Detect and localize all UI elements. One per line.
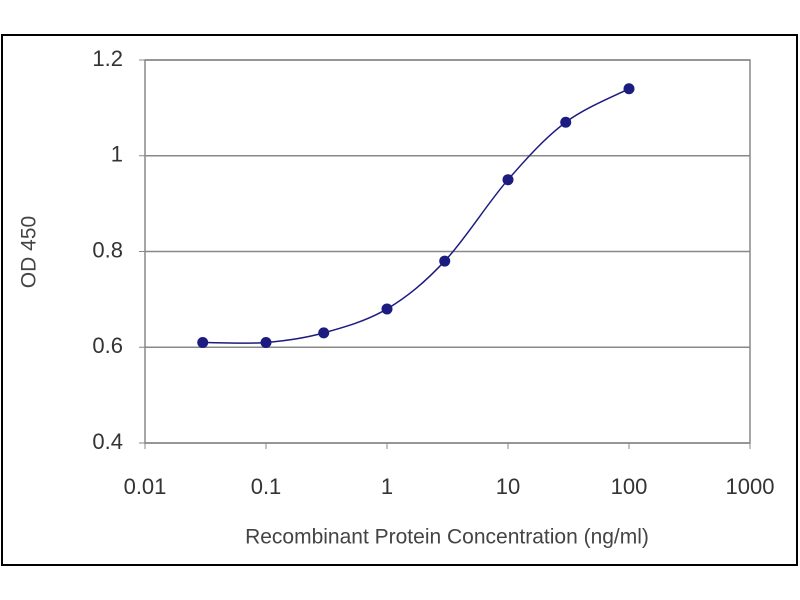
point [623,83,635,95]
y-axis-title: OD 450 [18,216,41,288]
x-tick-label: 10 [496,474,520,499]
y-tick-label: 0.6 [92,333,123,358]
x-tick-label: 0.01 [124,474,167,499]
x-tick-label: 1000 [726,474,775,499]
frame [1,34,798,566]
y-tick-label: 1 [111,142,123,167]
x-tick-label: 0.1 [251,474,282,499]
x-tick-label: 1 [381,474,393,499]
point [560,116,572,128]
x-axis-title: Recombinant Protein Concentration (ng/ml… [245,526,649,549]
x-tick-label: 100 [611,474,648,499]
y-tick-label: 1.2 [92,46,123,71]
point [260,336,272,348]
point [197,336,209,348]
point [381,303,393,315]
y-tick-label: 0.4 [92,429,123,454]
point [502,174,514,186]
y-tick-label: 0.8 [92,237,123,262]
line [202,88,630,344]
point [439,255,451,267]
point [318,327,330,339]
